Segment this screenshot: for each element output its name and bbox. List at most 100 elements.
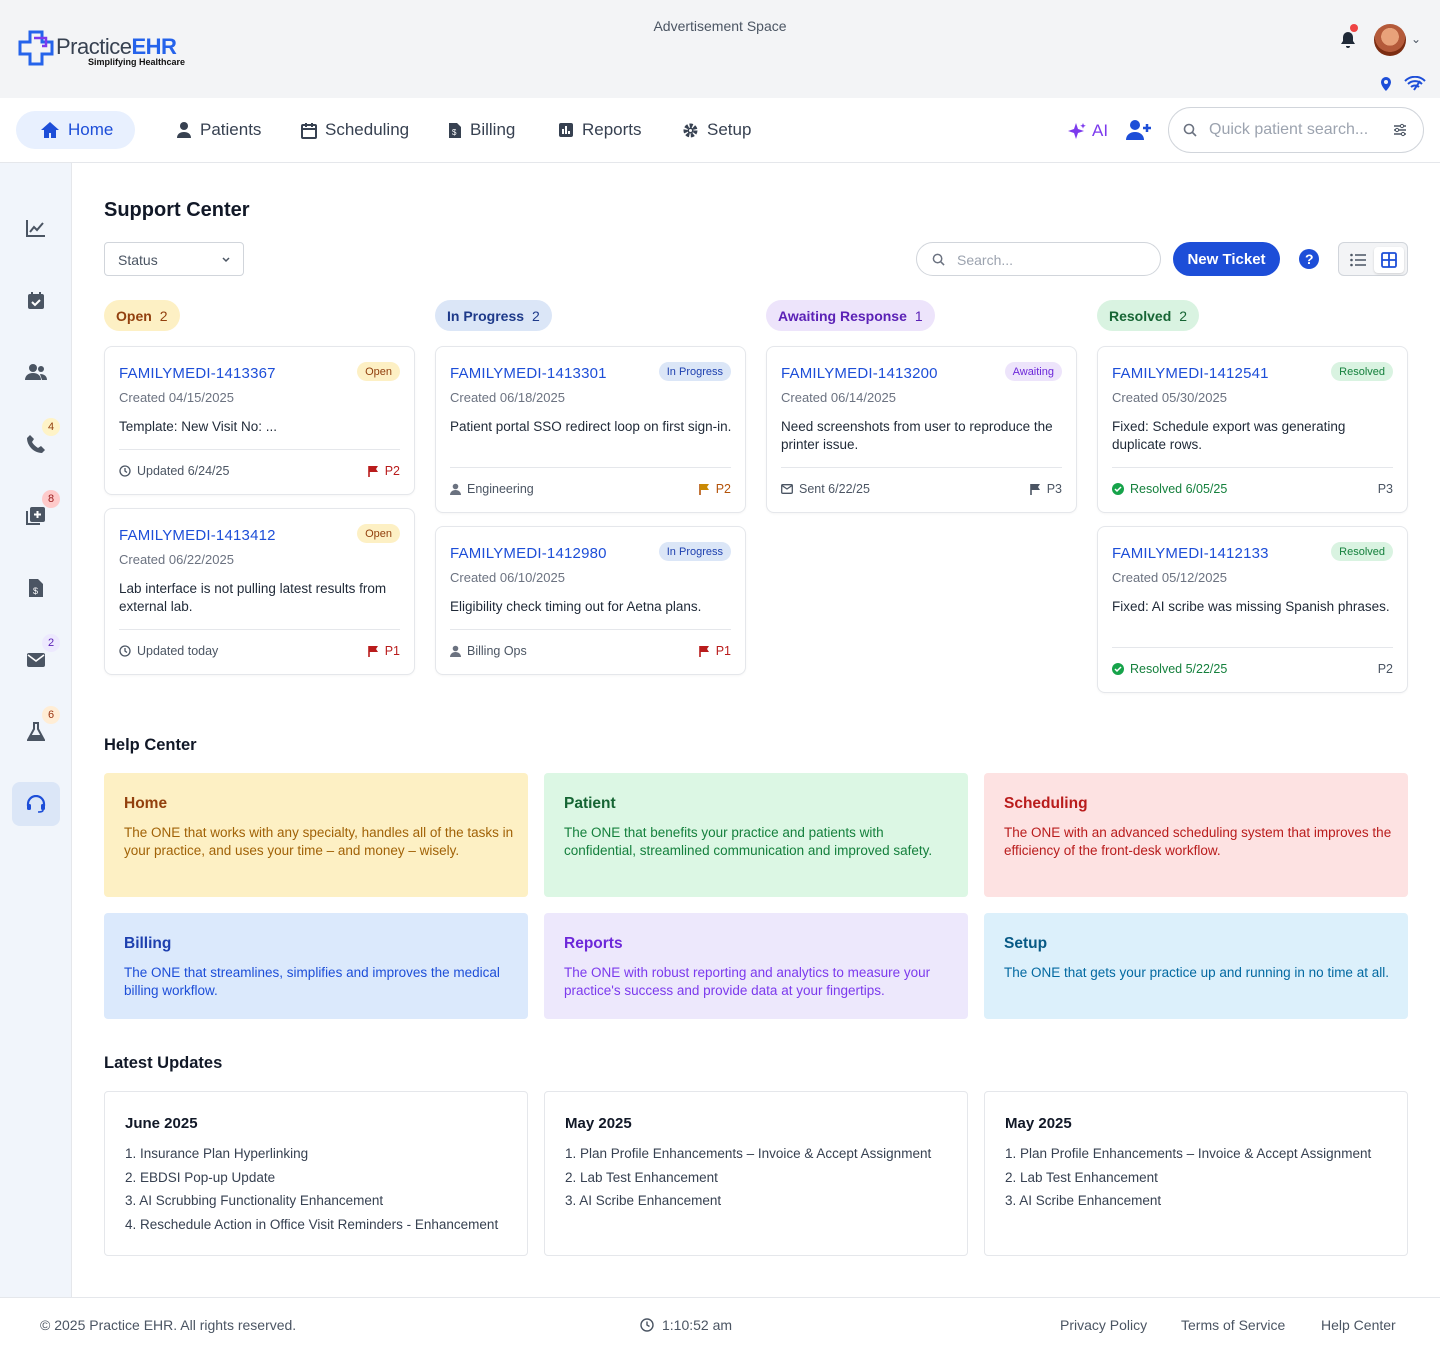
new-ticket-button[interactable]: New Ticket: [1173, 242, 1280, 276]
sidebar-item-messages-add[interactable]: [12, 494, 60, 538]
help-card-patient[interactable]: Patient The ONE that benefits your pract…: [544, 773, 968, 897]
update-item[interactable]: 1. Plan Profile Enhancements – Invoice &…: [565, 1146, 932, 1161]
logo-tagline: Simplifying Healthcare: [88, 57, 186, 67]
status-badge: Resolved: [1331, 542, 1393, 561]
nav-reports[interactable]: Reports: [534, 111, 666, 149]
line-chart-icon: [26, 220, 45, 237]
ticket-id[interactable]: FAMILYMEDI-1413301: [450, 365, 607, 382]
divider: [450, 467, 731, 468]
update-item[interactable]: 1. Plan Profile Enhancements – Invoice &…: [1005, 1146, 1372, 1161]
list-view-button[interactable]: [1347, 250, 1369, 270]
terms-of-service-link[interactable]: Terms of Service: [1181, 1317, 1286, 1333]
chevron-down-icon[interactable]: ⌄: [1411, 32, 1422, 46]
column-awaiting-response[interactable]: Awaiting Response 1: [766, 300, 935, 331]
update-item[interactable]: 3. AI Scribe Enhancement: [1005, 1193, 1162, 1209]
column-open[interactable]: Open 2: [104, 300, 180, 331]
nav-scheduling-label: Scheduling: [325, 120, 410, 139]
nav-billing[interactable]: $ Billing: [424, 111, 539, 149]
avatar[interactable]: [1374, 24, 1406, 56]
ticket-card[interactable]: FAMILYMEDI-1413200 Awaiting Created 06/1…: [766, 346, 1077, 513]
ai-button[interactable]: AI: [1068, 121, 1108, 141]
sidebar-item-support[interactable]: [12, 782, 60, 826]
status-badge: Open: [357, 362, 400, 381]
ticket-card[interactable]: FAMILYMEDI-1412980 In Progress Created 0…: [435, 526, 746, 675]
nav-setup-label: Setup: [707, 120, 752, 139]
update-item[interactable]: 2. Lab Test Enhancement: [1005, 1169, 1158, 1185]
nav-scheduling[interactable]: Scheduling: [277, 111, 433, 149]
ticket-search-input[interactable]: Search...: [916, 242, 1161, 276]
wifi-icon[interactable]: [1404, 76, 1426, 92]
sidebar-item-calls[interactable]: [12, 422, 60, 466]
status-filter-select[interactable]: Status: [104, 242, 244, 276]
update-item[interactable]: 3. AI Scribe Enhancement: [565, 1193, 722, 1209]
help-circle-icon[interactable]: ?: [1299, 249, 1319, 269]
sidebar-item-calendar[interactable]: [12, 278, 60, 322]
ticket-card[interactable]: FAMILYMEDI-1412541 Resolved Created 05/3…: [1097, 346, 1408, 513]
ticket-meta-text: Updated 6/24/25: [137, 464, 230, 478]
nav-setup[interactable]: Setup: [658, 111, 775, 149]
sidebar-item-billing[interactable]: $: [12, 566, 60, 610]
help-card-scheduling[interactable]: Scheduling The ONE with an advanced sche…: [984, 773, 1408, 897]
sidebar-item-patients[interactable]: [12, 350, 60, 394]
user-icon: [450, 483, 461, 495]
ticket-id[interactable]: FAMILYMEDI-1413412: [119, 527, 276, 544]
sidebar-item-lab[interactable]: [12, 710, 60, 754]
sidebar-item-analytics[interactable]: [12, 206, 60, 250]
update-item[interactable]: 4. Reschedule Action in Office Visit Rem…: [125, 1216, 499, 1232]
invoice-icon: $: [29, 579, 43, 597]
help-card-setup[interactable]: Setup The ONE that gets your practice up…: [984, 913, 1408, 1019]
ticket-created: Created 06/10/2025: [450, 570, 565, 585]
status-badge: In Progress: [658, 362, 731, 381]
help-card-billing[interactable]: Billing The ONE that streamlines, simpli…: [104, 913, 528, 1019]
ticket-priority: P3: [1378, 482, 1393, 496]
ticket-id[interactable]: FAMILYMEDI-1412133: [1112, 545, 1269, 562]
ticket-meta-text: Updated today: [137, 644, 219, 658]
user-icon: [450, 645, 461, 657]
ticket-priority: P1: [367, 644, 400, 658]
update-item[interactable]: 2. Lab Test Enhancement: [565, 1169, 718, 1185]
ticket-id[interactable]: FAMILYMEDI-1412541: [1112, 365, 1269, 382]
nav-patients-label: Patients: [200, 120, 262, 139]
ticket-created: Created 06/14/2025: [781, 390, 896, 405]
nav-patients[interactable]: Patients: [152, 111, 285, 149]
help-center-link[interactable]: Help Center: [1321, 1317, 1396, 1333]
ticket-card[interactable]: FAMILYMEDI-1412133 Resolved Created 05/1…: [1097, 526, 1408, 693]
ticket-id[interactable]: FAMILYMEDI-1413367: [119, 365, 276, 382]
filter-sliders-icon[interactable]: [1393, 123, 1407, 137]
privacy-policy-link[interactable]: Privacy Policy: [1060, 1317, 1148, 1333]
update-item[interactable]: 3. AI Scrubbing Functionality Enhancemen…: [125, 1193, 384, 1209]
quick-patient-search[interactable]: Quick patient search...: [1168, 107, 1424, 153]
footer: © 2025 Practice EHR. All rights reserved…: [0, 1297, 1440, 1349]
priority-label: P2: [384, 464, 400, 478]
divider: [450, 629, 731, 630]
ticket-meta: Engineering: [450, 482, 534, 496]
column-resolved[interactable]: Resolved 2: [1097, 300, 1200, 331]
location-pin-icon[interactable]: [1378, 76, 1394, 92]
update-item[interactable]: 1. Insurance Plan Hyperlinking: [125, 1146, 309, 1161]
logo[interactable]: PracticeEHR Simplifying Healthcare: [18, 30, 188, 70]
ticket-card[interactable]: FAMILYMEDI-1413412 Open Created 06/22/20…: [104, 508, 415, 675]
column-in-progress-count: 2: [532, 307, 540, 324]
clock-icon: [640, 1318, 654, 1332]
bell-icon[interactable]: [1338, 30, 1358, 50]
ticket-priority: P2: [1378, 662, 1393, 676]
help-card-home[interactable]: Home The ONE that works with any special…: [104, 773, 528, 897]
update-list: 1. Plan Profile Enhancements – Invoice &…: [565, 1146, 931, 1217]
ticket-priority: P3: [1029, 482, 1062, 496]
add-user-icon[interactable]: [1126, 119, 1152, 141]
ticket-card[interactable]: FAMILYMEDI-1413301 In Progress Created 0…: [435, 346, 746, 513]
svg-text:$: $: [452, 128, 457, 137]
ticket-id[interactable]: FAMILYMEDI-1412980: [450, 545, 607, 562]
status-badge: In Progress: [658, 542, 731, 561]
sidebar-item-mail[interactable]: [12, 638, 60, 682]
column-in-progress[interactable]: In Progress 2: [435, 300, 552, 331]
ticket-description: Fixed: Schedule export was generating du…: [1112, 419, 1346, 452]
ticket-card[interactable]: FAMILYMEDI-1413367 Open Created 04/15/20…: [104, 346, 415, 495]
help-card-reports[interactable]: Reports The ONE with robust reporting an…: [544, 913, 968, 1019]
ticket-id[interactable]: FAMILYMEDI-1413200: [781, 365, 938, 382]
board-view-button[interactable]: [1374, 247, 1404, 273]
update-item[interactable]: 2. EBDSI Pop-up Update: [125, 1169, 276, 1185]
ticket-created: Created 05/30/2025: [1112, 390, 1227, 405]
nav-home[interactable]: Home: [16, 111, 135, 149]
ticket-meta: Resolved 5/22/25: [1112, 662, 1227, 676]
